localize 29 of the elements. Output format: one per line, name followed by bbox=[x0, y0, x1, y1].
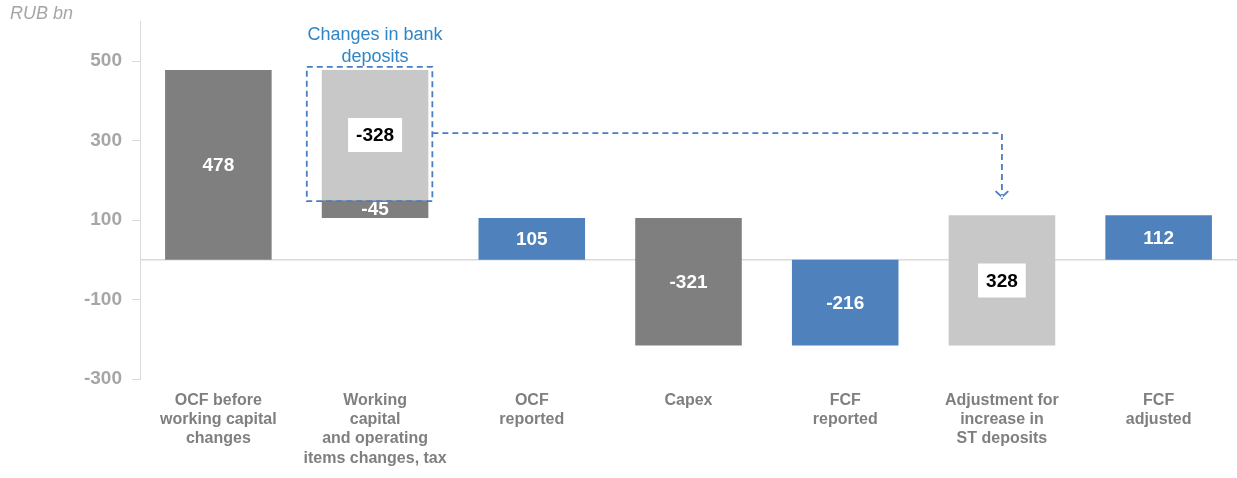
y-axis-title: RUB bn bbox=[10, 3, 74, 23]
data-label: -216 bbox=[826, 291, 865, 313]
bar bbox=[165, 69, 272, 260]
y-tick-label: 500 bbox=[90, 49, 122, 71]
bar bbox=[1105, 215, 1212, 260]
bar bbox=[635, 218, 742, 346]
data-label: 478 bbox=[202, 154, 235, 176]
y-tick-label: 300 bbox=[90, 128, 122, 150]
x-tick-label: FCF adjusted bbox=[1125, 391, 1192, 428]
bar bbox=[948, 215, 1056, 346]
x-tick-label: Working capital and operating items changes, tax bbox=[303, 391, 447, 466]
y-tick-label: 100 bbox=[90, 208, 122, 230]
bar bbox=[321, 69, 429, 201]
annotation: Changes in bank deposits bbox=[307, 23, 444, 66]
x-tick-label: OCF reported bbox=[499, 391, 565, 428]
x-tick-label: OCF before working capital changes bbox=[159, 391, 277, 447]
data-label: 105 bbox=[515, 228, 549, 250]
x-tick-label: Capex bbox=[664, 391, 713, 409]
x-tick-label: FCF reported bbox=[812, 391, 878, 428]
data-label: 112 bbox=[1143, 226, 1174, 248]
y-tick-label: -100 bbox=[83, 287, 122, 309]
data-label: -328 bbox=[356, 124, 395, 146]
x-tick-label: Adjustment for increase in ST deposits bbox=[945, 391, 1059, 447]
data-label: -321 bbox=[669, 271, 708, 293]
data-label: 328 bbox=[986, 269, 1018, 291]
data-label: -45 bbox=[361, 198, 390, 220]
bar bbox=[478, 218, 586, 260]
bar bbox=[791, 259, 899, 346]
y-tick-label: -300 bbox=[83, 367, 122, 389]
